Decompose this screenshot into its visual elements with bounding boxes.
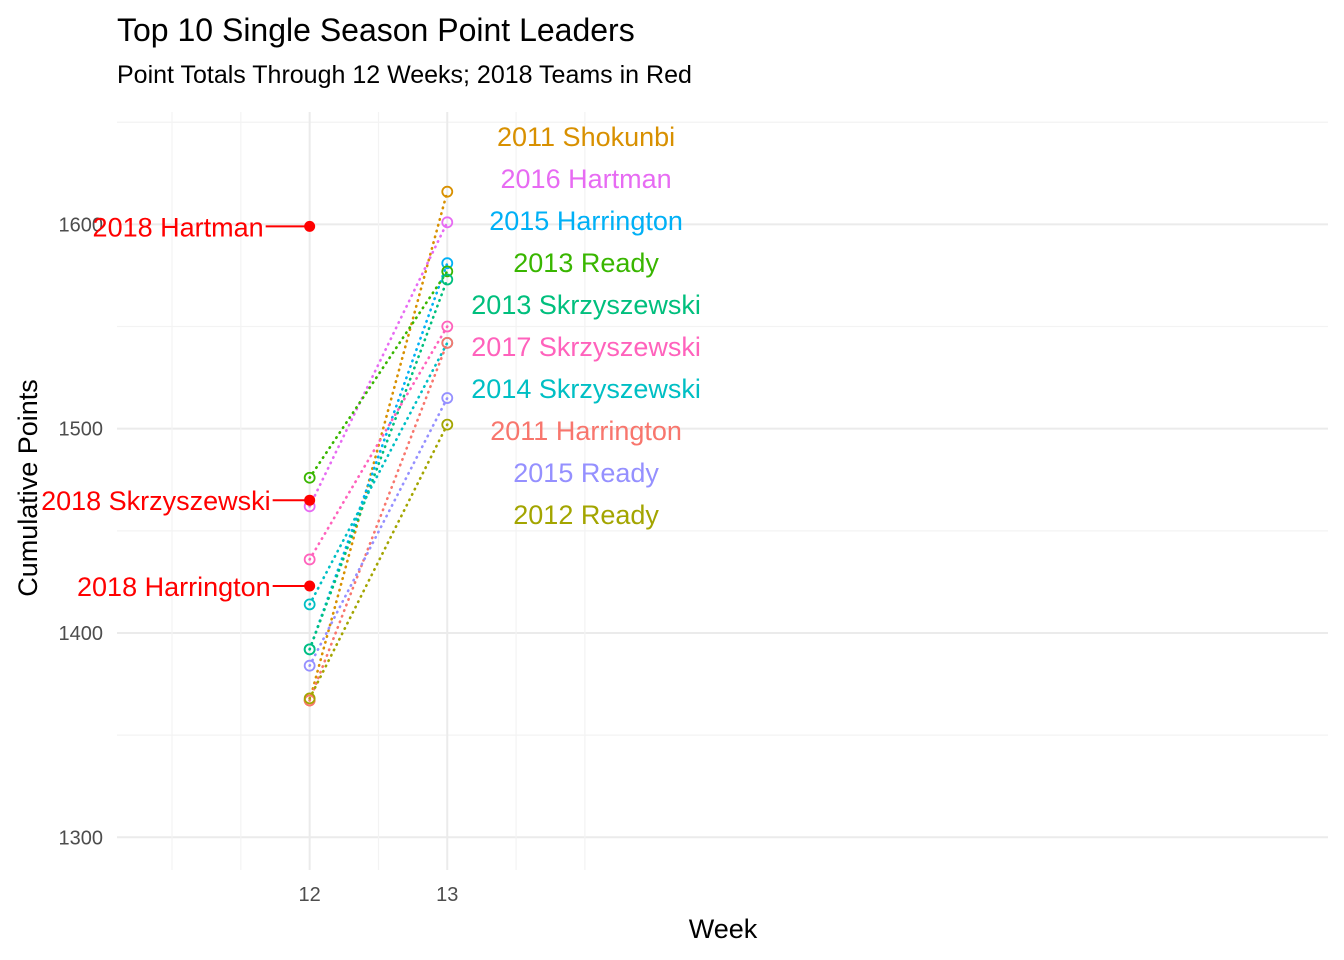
x-tick-label: 13 — [436, 884, 458, 906]
series-point — [441, 216, 454, 229]
highlight-point — [304, 580, 316, 592]
series-line — [308, 190, 449, 702]
series-line — [308, 221, 449, 508]
x-axis-ticks: 12 13 — [299, 884, 459, 906]
series-line — [308, 341, 449, 702]
y-tick-label: 1400 — [59, 623, 104, 645]
y-axis-ticks: 1300 1400 1500 1600 — [59, 214, 104, 849]
chart-subtitle: Point Totals Through 12 Weeks; 2018 Team… — [117, 61, 692, 89]
highlight-marks: 2018 Hartman 2018 Skrzyszewski 2018 Harrin… — [41, 212, 316, 602]
series-label: 2011 Harrington — [490, 416, 682, 446]
series-line — [308, 270, 449, 480]
series-label: 2013 Skrzyszewski — [471, 290, 701, 320]
highlight-label: 2018 Harrington — [77, 572, 271, 602]
series-point — [441, 392, 454, 404]
series-point — [303, 692, 316, 705]
series-point — [441, 320, 454, 333]
series-label: 2011 Shokunbi — [497, 122, 675, 152]
series-lines — [308, 190, 449, 702]
series-point — [303, 643, 316, 656]
highlight-label: 2018 Skrzyszewski — [41, 486, 271, 516]
series-point — [303, 659, 316, 672]
series-point — [441, 336, 454, 349]
series-point — [441, 273, 454, 286]
series-line — [308, 278, 449, 651]
series-label: 2017 Skrzyszewski — [471, 332, 701, 362]
series-label: 2012 Ready — [513, 500, 659, 530]
series-point — [441, 257, 454, 270]
series-point — [441, 185, 454, 198]
y-tick-label: 1300 — [59, 827, 104, 849]
series-label: 2013 Ready — [513, 248, 659, 278]
series-point — [303, 553, 316, 566]
series-point — [303, 598, 316, 611]
highlight-label: 2018 Hartman — [93, 212, 264, 242]
series-point — [441, 265, 454, 278]
x-tick-label: 12 — [299, 884, 321, 906]
series-line — [308, 261, 449, 651]
series-label: 2015 Harrington — [489, 206, 683, 236]
series-labels: 2011 Shokunbi 2016 Hartman 2015 Harrington… — [471, 122, 701, 530]
highlight-point — [304, 220, 316, 232]
series-point — [441, 418, 454, 431]
x-axis-title: Week — [689, 914, 758, 944]
series-line — [308, 396, 449, 667]
highlight-point — [304, 494, 316, 506]
series-label: 2016 Hartman — [501, 164, 672, 194]
series-label: 2014 Skrzyszewski — [471, 374, 701, 404]
series-point — [303, 471, 316, 484]
y-tick-label: 1600 — [59, 214, 104, 236]
y-tick-label: 1500 — [59, 419, 104, 441]
grid — [117, 112, 1328, 870]
y-axis-title: Cumulative Points — [13, 379, 43, 597]
series-line — [308, 341, 449, 606]
series-points — [303, 185, 454, 707]
series-label: 2015 Ready — [513, 458, 659, 488]
chart-title: Top 10 Single Season Point Leaders — [117, 12, 635, 48]
